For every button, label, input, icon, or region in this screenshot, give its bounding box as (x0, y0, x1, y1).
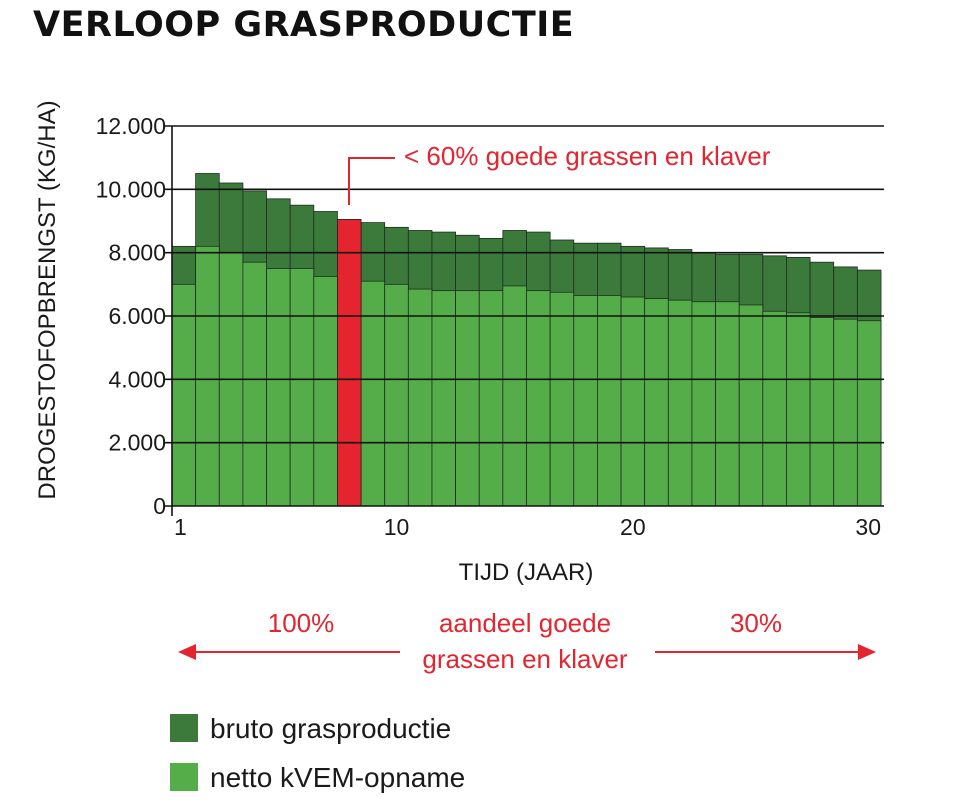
bar-netto-18 (573, 295, 598, 507)
bar-netto-13 (455, 290, 480, 507)
callout-line (348, 157, 395, 205)
x-tick-label: 20 (620, 514, 646, 540)
highlight-callout: < 60% goede grassen en klaver (348, 141, 771, 205)
y-tick-label: 12.000 (96, 113, 166, 139)
bar-netto-25 (738, 304, 764, 507)
bar-netto-23 (691, 301, 716, 507)
bar-netto-27 (786, 312, 811, 507)
bar-highlight-8 (337, 219, 362, 507)
y-tick-label: 6.000 (108, 303, 166, 329)
bar-netto-11 (407, 288, 433, 507)
bar-netto-15 (502, 285, 527, 507)
left-arrow-head (178, 644, 196, 660)
share-label-line1: aandeel goede (439, 608, 611, 638)
callout-label: < 60% goede grassen en klaver (404, 141, 771, 171)
bar-netto-16 (526, 290, 551, 507)
bar-netto-9 (360, 280, 386, 507)
plot-area: 0 2.000 4.000 6.000 8.000 10.000 12.000 1 10 20 3… (96, 113, 884, 540)
share-label-line2: grassen en klaver (422, 644, 628, 674)
x-axis-label: TIJD (JAAR) (459, 559, 594, 586)
bar-netto-12 (431, 290, 457, 507)
bar-netto-10 (384, 283, 409, 507)
x-tick-label: 10 (384, 514, 410, 540)
chart-title: VERLOOP GRASPRODUCTIE (33, 5, 574, 45)
legend-label-netto: netto kVEM-opname (210, 762, 465, 793)
legend-label-bruto: bruto grasproductie (210, 713, 451, 744)
bar-netto-2 (195, 245, 220, 507)
left-percent-label: 100% (268, 608, 335, 638)
x-ticks: 1 10 20 30 (174, 514, 881, 540)
bar-netto-1 (171, 283, 197, 507)
bar-netto-17 (549, 291, 575, 507)
bar-netto-28 (809, 317, 835, 507)
bar-netto-22 (667, 299, 693, 507)
bar-netto-4 (242, 261, 267, 507)
bar-netto-24 (715, 301, 740, 507)
bar-netto-20 (620, 296, 646, 507)
highlight-bar-group (337, 219, 362, 507)
bar-netto-7 (313, 276, 338, 507)
share-annotation: 100% 30% aandeel goede grassen en klaver (178, 608, 876, 674)
bar-netto-21 (644, 298, 669, 507)
bar-netto-26 (762, 310, 787, 507)
bar-netto-14 (478, 290, 504, 507)
bar-netto-29 (833, 318, 858, 507)
y-tick-label: 10.000 (96, 176, 166, 202)
x-tick-label: 1 (174, 514, 187, 540)
y-tick-label: 2.000 (108, 430, 166, 456)
y-axis-label: DROGESTOFOPBRENGST (KG/HA) (34, 100, 61, 499)
legend: bruto grasproductie netto kVEM-opname (170, 713, 465, 793)
legend-swatch-netto (170, 763, 198, 791)
y-tick-label: 8.000 (108, 240, 166, 266)
gridlines (164, 125, 884, 516)
y-ticks: 0 2.000 4.000 6.000 8.000 10.000 12.000 (96, 113, 166, 519)
y-tick-label: 0 (153, 493, 166, 519)
right-arrow-head (858, 644, 876, 660)
bar-netto-5 (266, 268, 291, 507)
x-tick-label: 30 (855, 514, 881, 540)
bar-netto-30 (856, 320, 882, 507)
legend-swatch-bruto (170, 714, 198, 742)
bar-netto-6 (289, 268, 315, 507)
bar-netto-19 (597, 295, 622, 507)
right-percent-label: 30% (730, 608, 782, 638)
y-tick-label: 4.000 (108, 366, 166, 392)
